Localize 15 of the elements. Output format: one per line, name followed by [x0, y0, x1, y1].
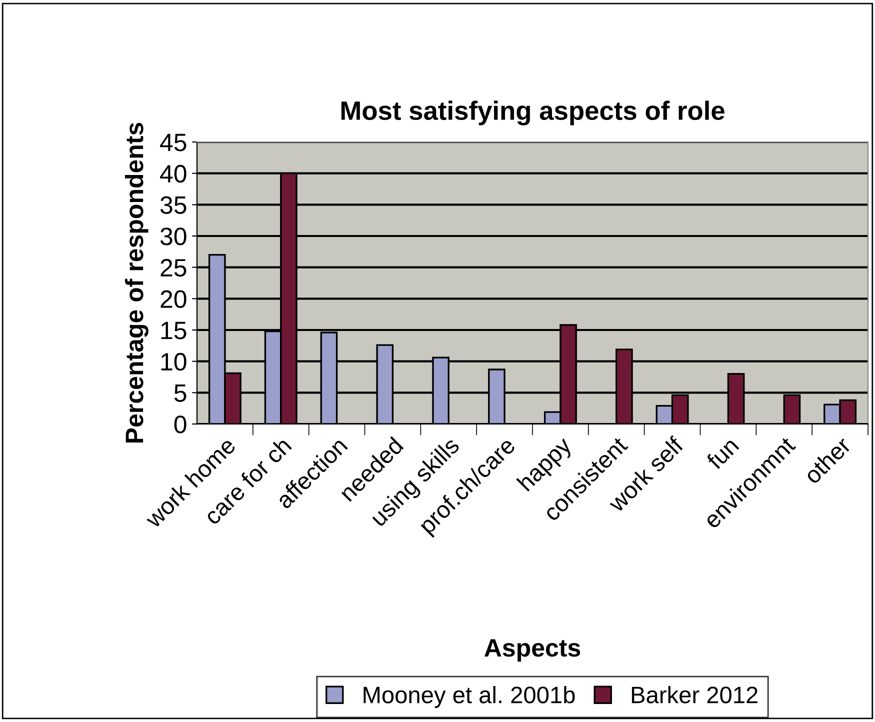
y-tick-label: 10 — [161, 352, 186, 371]
legend-label: Barker 2012 — [632, 686, 758, 704]
y-tick-label: 20 — [160, 290, 186, 308]
y-tick-label: 30 — [160, 228, 186, 246]
y-tick-label: 15 — [161, 322, 186, 340]
x-axis-title: Aspects — [484, 639, 580, 662]
y-tick-label: 25 — [160, 258, 186, 277]
y-tick-label: 0 — [174, 416, 186, 434]
y-tick-label: 35 — [160, 196, 186, 214]
y-axis-title: Percentage of respondents — [124, 122, 148, 442]
chart-title: Most satisfying aspects of role — [341, 100, 724, 126]
legend-label: Mooney et al. 2001b — [364, 686, 575, 708]
y-tick-label: 45 — [160, 134, 186, 152]
y-tick-label: 40 — [160, 164, 186, 183]
y-tick-label: 5 — [174, 384, 186, 402]
